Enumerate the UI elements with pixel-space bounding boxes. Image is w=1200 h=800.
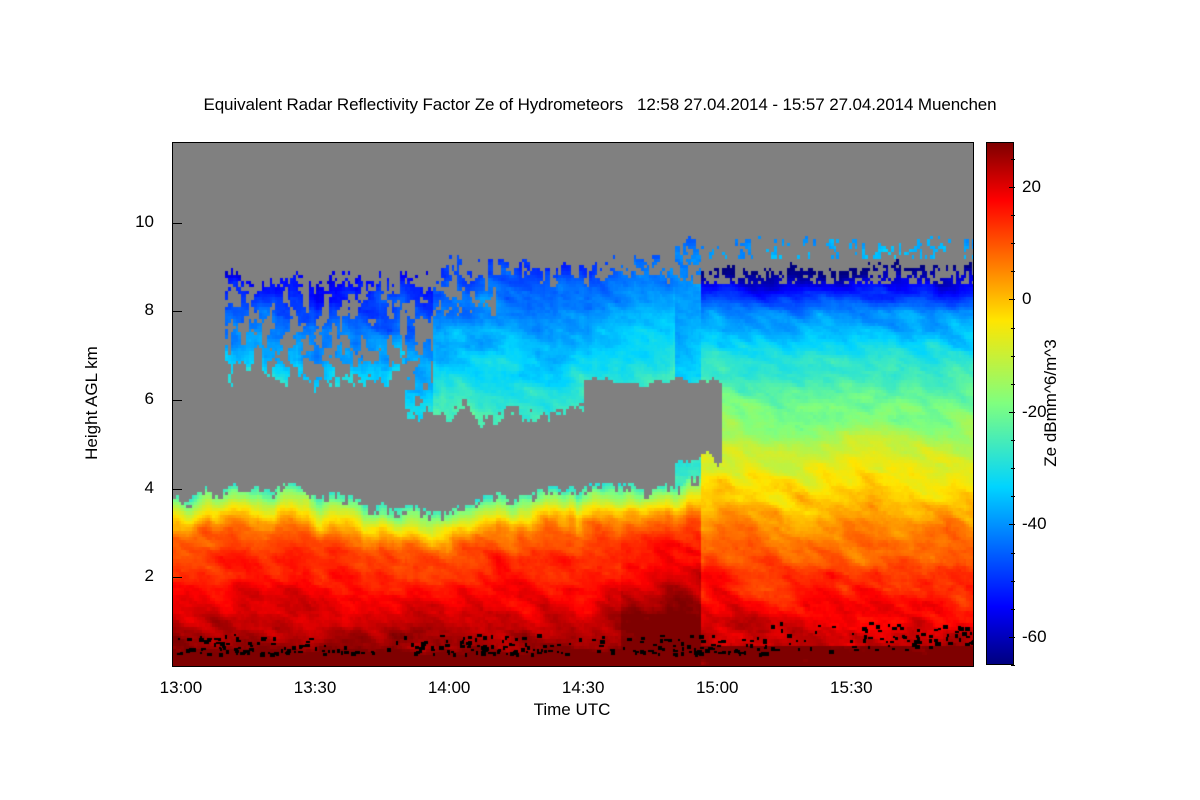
colorbar-minor-tick [1011,552,1015,554]
y-axis-minor-tick [172,267,173,268]
colorbar-minor-tick [1011,665,1015,666]
colorbar-minor-tick [1011,496,1015,498]
x-axis-minor-tick [942,666,943,667]
y-axis-minor-tick [172,511,173,512]
x-axis-minor-tick [271,666,272,667]
y-axis-minor-tick [172,289,173,290]
colorbar-tick-label: -40 [1022,514,1047,534]
y-axis-tick-inner [173,311,182,313]
x-axis-minor-tick [897,666,898,667]
colorbar-minor-tick [1011,608,1015,610]
y-axis-tick-inner [173,400,182,402]
x-axis-tick-label: 13:30 [293,678,337,697]
y-axis-tick-label: 2 [144,566,154,586]
y-axis-minor-tick [172,555,173,556]
page-title: Equivalent Radar Reflectivity Factor Ze … [203,95,997,114]
colorbar-minor-tick [1011,355,1015,357]
colorbar-minor-tick [1011,158,1015,160]
reflectivity-heatmap-canvas [173,143,973,666]
y-axis-minor-tick [172,622,173,623]
y-axis-minor-tick [172,600,173,601]
y-axis-tick-inner [173,577,182,579]
y-axis-minor-tick [172,644,173,645]
colorbar-minor-tick [1011,580,1015,582]
y-axis-tick-label: 6 [144,389,154,409]
y-axis-minor-tick [172,378,173,379]
y-axis-minor-tick [172,178,173,179]
y-axis-minor-tick [172,422,173,423]
y-axis-tick-label: 10 [135,211,154,231]
colorbar-minor-tick [1011,215,1015,217]
x-axis-tick-label: 14:30 [561,678,605,697]
plot-area [172,142,974,667]
colorbar-minor-tick [1011,468,1015,470]
colorbar-minor-tick [1011,243,1015,245]
x-axis-minor-tick [674,666,675,667]
x-axis-tick-label: 14:00 [427,678,471,697]
x-axis-label: Time UTC [533,700,611,719]
x-axis-tick [718,666,719,667]
colorbar-tick [1009,411,1015,413]
y-axis-minor-tick [172,156,173,157]
x-axis-tick [316,666,317,667]
y-axis-minor-tick [172,533,173,534]
y-axis-minor-tick [172,201,173,202]
y-axis-tick-label: 4 [144,477,154,497]
colorbar-gradient [986,142,1014,665]
x-axis-tick-label: 15:30 [830,678,873,697]
x-axis-minor-tick [539,666,540,667]
colorbar-tick [1009,524,1015,526]
colorbar-tick-label: -60 [1022,626,1047,646]
colorbar-tick-label: 0 [1022,289,1032,309]
colorbar-tick [1009,186,1015,188]
x-axis-tick [584,666,585,667]
x-axis-minor-tick [629,666,630,667]
colorbar-tick-label: -20 [1022,401,1047,421]
x-axis-tick [182,666,183,667]
y-axis-minor-tick [172,356,173,357]
colorbar-minor-tick [1011,327,1015,329]
x-axis-minor-tick [361,666,362,667]
y-axis-minor-tick [172,334,173,335]
colorbar-tick [1009,299,1015,301]
x-axis-minor-tick [763,666,764,667]
x-axis-tick [852,666,853,667]
x-axis-minor-tick [405,666,406,667]
colorbar [986,142,1015,666]
colorbar-minor-tick [1011,271,1015,273]
y-axis-tick-label: 8 [144,300,154,320]
y-axis-tick-inner [173,222,182,224]
x-axis-minor-tick [495,666,496,667]
colorbar-tick [1009,636,1015,638]
colorbar-minor-tick [1011,440,1015,442]
y-axis-label: Height AGL km [82,346,101,460]
y-axis-tick-inner [173,488,182,490]
x-axis-tick-label: 13:00 [159,678,203,697]
x-axis-minor-tick [227,666,228,667]
x-axis-tick-label: 15:00 [695,678,739,697]
x-axis-minor-tick [808,666,809,667]
colorbar-minor-tick [1011,383,1015,385]
colorbar-tick-label: 20 [1022,176,1041,196]
y-axis-minor-tick [172,245,173,246]
x-axis-tick [450,666,451,667]
y-axis-minor-tick [172,444,173,445]
y-axis-minor-tick [172,467,173,468]
